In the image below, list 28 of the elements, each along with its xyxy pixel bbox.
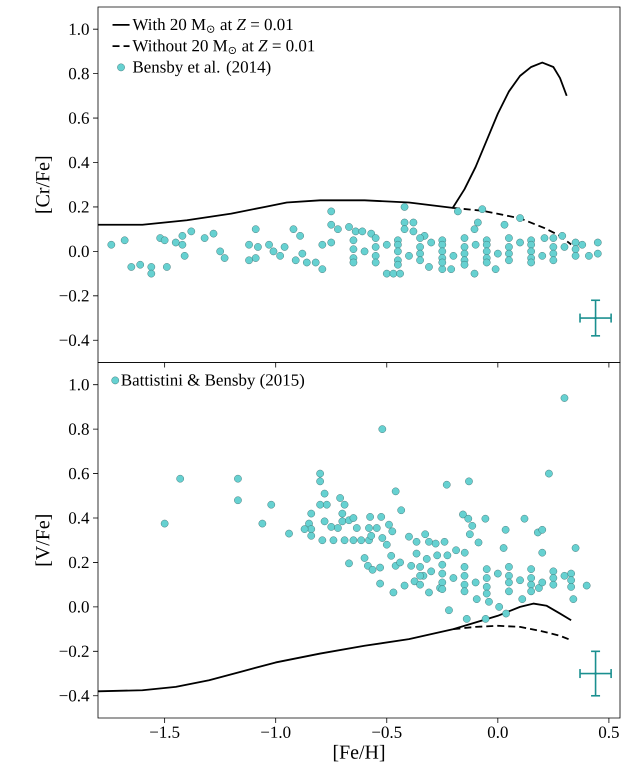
y-tick-label: 0.0 bbox=[68, 601, 89, 613]
x-tick-label: 0.0 bbox=[488, 726, 508, 738]
x-tick-label: 0.5 bbox=[598, 726, 619, 738]
y-tick-label: 1.0 bbox=[70, 378, 89, 390]
y-tick-label: −0.4 bbox=[60, 690, 90, 702]
y-tick-label: 0.8 bbox=[68, 68, 89, 80]
y-axis-title: [Cr/Fe] bbox=[35, 156, 52, 213]
legend-label: Bensby et al. (2014) bbox=[132, 60, 270, 76]
legend-label: Battistini & Bensby (2015) bbox=[121, 374, 304, 390]
y-tick-label: −0.2 bbox=[60, 646, 89, 658]
y-tick-label: 0.6 bbox=[68, 468, 89, 480]
y-tick-label: 1.0 bbox=[70, 23, 89, 35]
y-tick-label: −0.4 bbox=[60, 334, 90, 346]
y-tick-label: 0.8 bbox=[68, 423, 89, 435]
legend-label: With 20 M$_{⊙}$ at Z = 0.01 bbox=[132, 18, 293, 33]
y-tick-label: 0.2 bbox=[68, 201, 89, 213]
x-tick-label: −0.5 bbox=[372, 726, 402, 738]
y-tick-label: 0.6 bbox=[68, 112, 89, 124]
x-axis-title: [Fe/H] bbox=[334, 744, 384, 762]
legend-label: Without 20 M$_{⊙}$ at Z = 0.01 bbox=[132, 40, 314, 54]
y-tick-label: −0.2 bbox=[60, 290, 89, 302]
y-tick-label: 0.0 bbox=[68, 246, 89, 258]
y-axis-title: [V/Fe] bbox=[35, 515, 52, 566]
y-tick-label: 0.4 bbox=[68, 156, 90, 168]
x-tick-label: −1.5 bbox=[150, 726, 180, 738]
x-tick-label: −1.0 bbox=[261, 726, 290, 738]
y-tick-label: 0.4 bbox=[68, 512, 90, 524]
y-tick-label: 0.2 bbox=[68, 556, 89, 568]
